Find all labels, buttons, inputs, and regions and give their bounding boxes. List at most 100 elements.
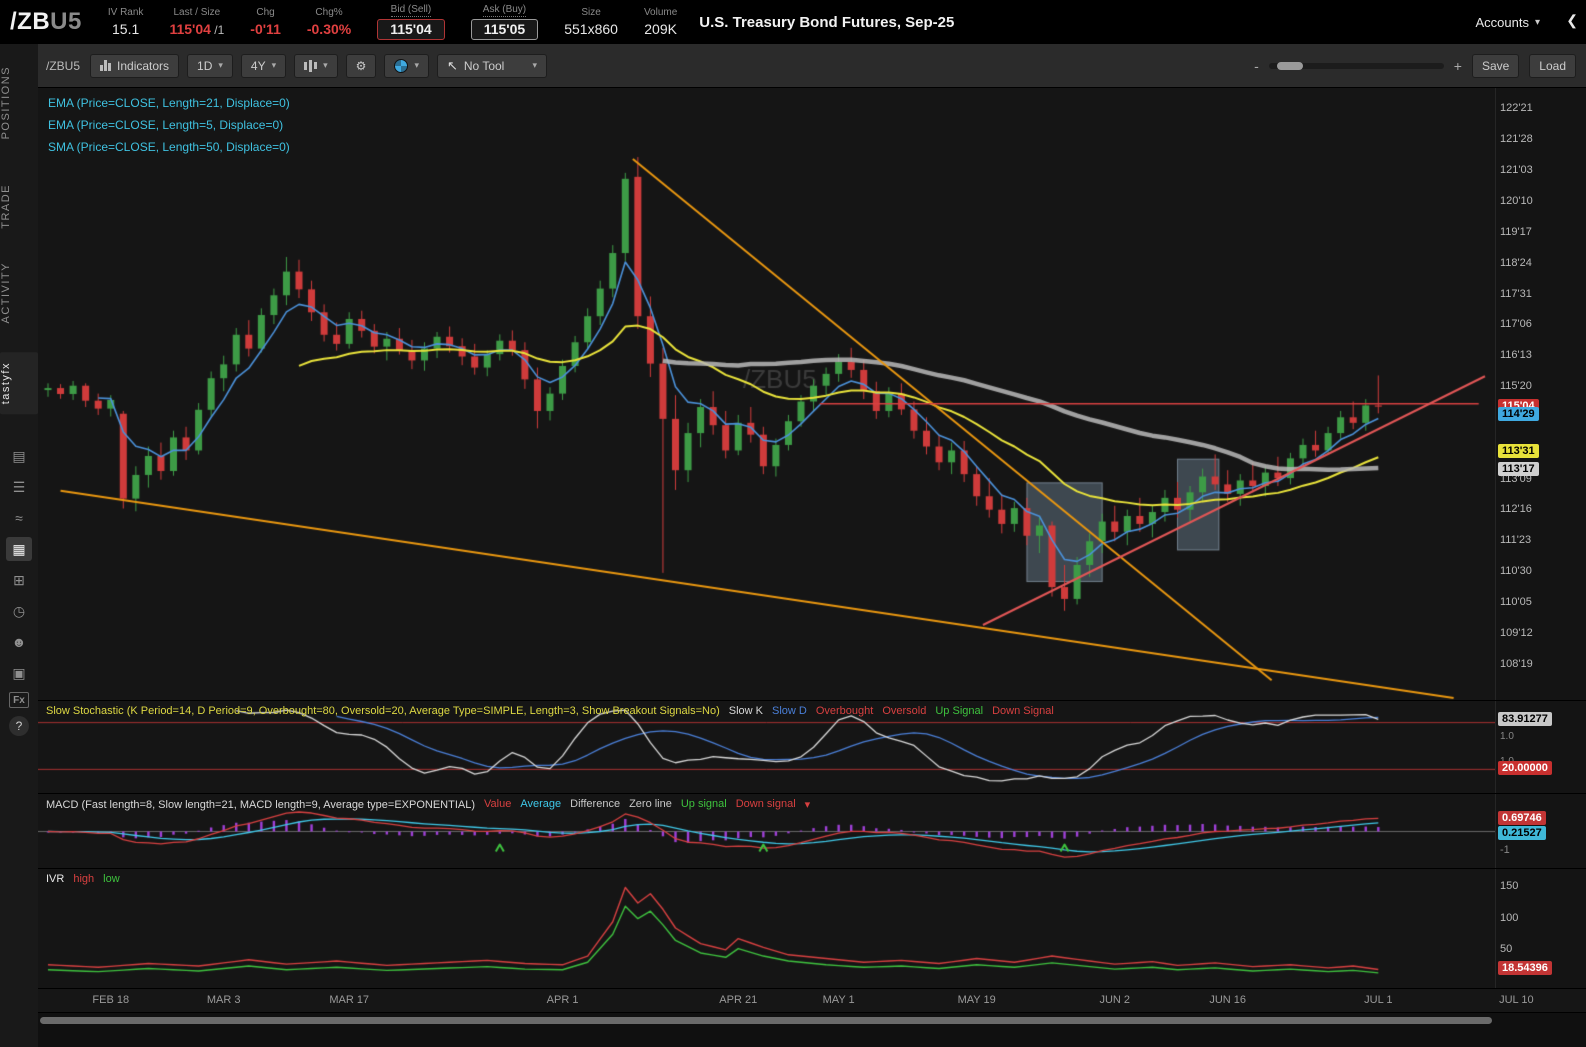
help-icon[interactable]: ? <box>9 716 29 736</box>
drawing-tool-value: No Tool <box>463 58 505 73</box>
stoch-axis-bubble: 83.91277 <box>1498 711 1552 726</box>
zoom-slider[interactable] <box>1268 61 1444 70</box>
save-button[interactable]: Save <box>1471 53 1520 78</box>
chevron-down-icon: ▾ <box>271 60 277 70</box>
quote-value-text: 209K <box>644 20 677 37</box>
time-axis[interactable]: FEB 18 MAR 3 MAR 17 APR 1 APR 21 MAY 1 MAY 19 J… <box>38 988 1586 1013</box>
left-sidebar: POSITIONS TRADE ACTIVITY tastyfx ▤ ☰ ≈ ▦ ⊞ ◷ ☻ ▣ Fx? <box>0 44 39 1047</box>
range-dropdown[interactable]: 4Y ▾ <box>240 53 287 78</box>
ivr-axis-tick: 50 <box>1500 942 1513 955</box>
stoch-axis-bubble: 20.00000 <box>1498 761 1552 776</box>
price-axis-label: 111'23 <box>1500 534 1532 547</box>
compare-dropdown[interactable]: ▾ <box>384 53 429 78</box>
chart-scrollbar <box>38 1012 1586 1047</box>
time-axis-label: JUN 2 <box>1099 994 1131 1006</box>
chevron-down-icon: ▾ <box>414 60 419 70</box>
quote-field-label: Volume <box>643 6 678 18</box>
curve-icon[interactable]: ≈ <box>15 510 23 526</box>
quote-field-value: -0.30% <box>307 21 351 38</box>
ivr-canvas[interactable] <box>38 869 1495 989</box>
macd-axis[interactable]: -1 0.69746 0.21527 <box>1495 794 1586 869</box>
price-axis-label: 115'20 <box>1500 380 1532 393</box>
price-axis-label: 119'17 <box>1500 225 1532 238</box>
watchlist-icon[interactable]: ☰ <box>12 478 26 495</box>
chart-scrollbar-thumb[interactable] <box>40 1017 1492 1024</box>
fx-icon[interactable]: Fx <box>9 692 29 708</box>
price-chart-canvas[interactable] <box>38 88 1495 700</box>
time-axis-label: MAR 3 <box>206 994 241 1006</box>
quote-field-value: 115'04 /1 <box>169 21 224 38</box>
chart-module: /ZBU5 Indicators 1D ▾ 4Y ▾ ▾ ⚙ ▾ <box>38 44 1586 1047</box>
chart-style-dropdown[interactable]: ▾ <box>294 53 338 78</box>
quote-field-label: Ask (Buy) <box>482 4 527 18</box>
ivr-axis-bubble: 18.54396 <box>1498 961 1552 976</box>
quote-field-label: Bid (Sell) <box>390 4 432 18</box>
sidebar-icons: ▤ ☰ ≈ ▦ ⊞ ◷ ☻ ▣ Fx <box>0 444 38 708</box>
quote-field-label: Size <box>581 6 601 18</box>
sidebar-tab-tastyfx[interactable]: tastyfx <box>0 352 38 415</box>
quote-field-chg-pct: Chg% -0.30% <box>307 7 351 38</box>
stoch-axis-tick: 1.0 <box>1500 731 1514 742</box>
price-axis[interactable]: 122'21 121'28 121'03 120'10 119'17 118'24 117'… <box>1495 88 1586 700</box>
drawing-tool-dropdown[interactable]: ↖ No Tool ▾ <box>436 53 547 78</box>
sidebar-tab-trade[interactable]: TRADE <box>0 184 12 229</box>
ivr-axis-tick: 150 <box>1500 880 1519 893</box>
chevron-down-icon: ▾ <box>218 60 223 70</box>
indicators-button[interactable]: Indicators <box>90 53 180 78</box>
quote-field-last-size: Last / Size 115'04 /1 <box>169 7 224 38</box>
accounts-label: Accounts <box>1475 14 1529 30</box>
news-icon[interactable]: ▤ <box>12 447 26 464</box>
stochastic-canvas[interactable] <box>38 701 1495 794</box>
price-axis-label: 110'05 <box>1500 596 1532 609</box>
zoom-in-button[interactable]: + <box>1453 57 1462 74</box>
timeframe-value: 1D <box>197 58 213 73</box>
zoom-slider-thumb[interactable] <box>1276 61 1303 70</box>
compare-icon <box>394 58 409 73</box>
price-axis-label: 108'19 <box>1500 657 1533 670</box>
quote-field-size: Size 551x860 <box>564 7 618 38</box>
quote-field-value[interactable]: 115'05 <box>470 19 539 40</box>
load-button[interactable]: Load <box>1529 53 1576 78</box>
zoom-out-button[interactable]: - <box>1254 57 1259 74</box>
quote-value-text: 115'05 <box>483 21 526 38</box>
sidebar-tab-positions[interactable]: POSITIONS <box>0 66 12 140</box>
price-axis-bubble: 113'17 <box>1498 461 1539 476</box>
quote-field-value: -0'11 <box>250 21 281 38</box>
quote-field-label: Last / Size <box>173 6 221 18</box>
quote-field-value: 551x860 <box>564 21 618 38</box>
chart-settings-button[interactable]: ⚙ <box>345 53 377 78</box>
quote-value-text: -0.30% <box>306 20 352 37</box>
collapse-panel-icon[interactable]: ❮ <box>1566 12 1578 28</box>
time-axis-label: JUN 16 <box>1209 994 1247 1006</box>
grid-icon[interactable]: ⊞ <box>13 571 25 588</box>
quote-field-value[interactable]: 115'04 <box>377 19 445 40</box>
chart-icon[interactable]: ▦ <box>6 537 32 561</box>
macd-axis-bubble: 0.69746 <box>1498 810 1546 825</box>
price-axis-label: 121'03 <box>1500 164 1533 177</box>
time-axis-label: APR 21 <box>719 994 758 1006</box>
quote-field-value: 15.1 <box>112 21 139 38</box>
calendar-icon[interactable]: ▣ <box>12 664 26 681</box>
price-chart-panel: EMA (Price=CLOSE, Length=21, Displace=0)… <box>38 88 1586 700</box>
macd-canvas[interactable] <box>38 794 1495 869</box>
accounts-dropdown[interactable]: Accounts ▾ <box>1475 15 1540 30</box>
ivr-axis[interactable]: 150 100 50 18.54396 <box>1495 869 1586 989</box>
chevron-down-icon: ▾ <box>532 60 537 70</box>
time-axis-label: MAR 17 <box>329 994 370 1006</box>
toolbar-right: - + Save Load <box>1254 53 1576 78</box>
symbol-title: /ZBU5 <box>10 8 82 36</box>
sidebar-tab-activity[interactable]: ACTIVITY <box>0 262 12 324</box>
price-axis-bubble: 114'29 <box>1498 407 1539 422</box>
candlestick-icon <box>304 59 318 72</box>
timeframe-dropdown[interactable]: 1D ▾ <box>187 53 233 78</box>
time-axis-label: FEB 18 <box>92 994 130 1006</box>
cursor-icon: ↖ <box>446 58 458 73</box>
price-axis-label: 117'06 <box>1500 318 1532 331</box>
follow-icon[interactable]: ☻ <box>11 634 27 650</box>
time-axis-label: MAY 19 <box>957 994 996 1006</box>
indicators-icon <box>100 60 112 71</box>
history-icon[interactable]: ◷ <box>12 602 26 619</box>
quote-field-label: Chg <box>256 6 275 18</box>
quote-field-value: 209K <box>644 21 677 38</box>
